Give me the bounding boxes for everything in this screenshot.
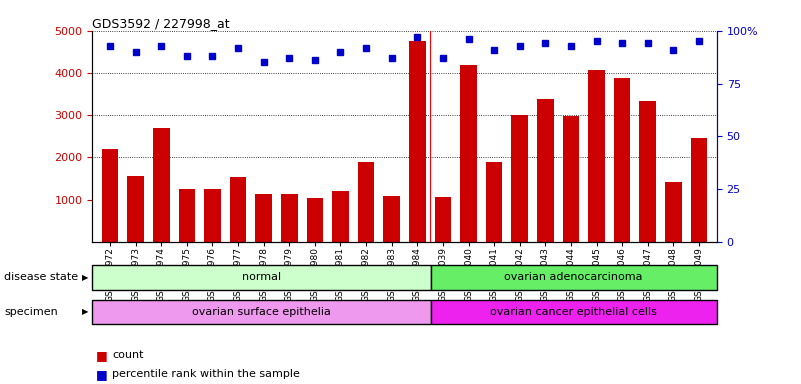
Bar	[431, 300, 717, 324]
Text: ovarian adenocarcinoma: ovarian adenocarcinoma	[505, 272, 643, 283]
Bar	[281, 194, 298, 242]
Text: ▶: ▶	[82, 273, 88, 282]
Bar	[435, 197, 451, 242]
Bar	[537, 99, 553, 242]
Bar	[358, 162, 374, 242]
Bar	[332, 191, 348, 242]
Bar	[511, 115, 528, 242]
Text: specimen: specimen	[4, 307, 58, 317]
Bar	[409, 41, 425, 242]
Bar	[92, 300, 431, 324]
Text: count: count	[112, 350, 143, 360]
Bar	[179, 189, 195, 242]
Bar	[92, 265, 431, 290]
Bar	[153, 128, 170, 242]
Bar	[639, 101, 656, 242]
Text: percentile rank within the sample: percentile rank within the sample	[112, 369, 300, 379]
Text: ■: ■	[96, 368, 108, 381]
Bar	[204, 189, 221, 242]
Bar	[307, 198, 324, 242]
Text: ■: ■	[96, 349, 108, 362]
Text: ovarian surface epithelia: ovarian surface epithelia	[192, 307, 331, 317]
Bar	[588, 70, 605, 242]
Bar	[230, 177, 247, 242]
Text: ovarian cancer epithelial cells: ovarian cancer epithelial cells	[490, 307, 657, 317]
Text: normal: normal	[242, 272, 281, 283]
Bar	[665, 182, 682, 242]
Bar	[256, 194, 272, 242]
Bar	[384, 196, 400, 242]
Bar	[485, 162, 502, 242]
Bar	[127, 177, 144, 242]
Bar	[102, 149, 119, 242]
Bar	[461, 65, 477, 242]
Bar	[431, 265, 717, 290]
Bar	[690, 139, 707, 242]
Text: ▶: ▶	[82, 308, 88, 316]
Bar	[562, 116, 579, 242]
Bar	[614, 78, 630, 242]
Text: disease state: disease state	[4, 272, 78, 283]
Text: GDS3592 / 227998_at: GDS3592 / 227998_at	[92, 17, 230, 30]
